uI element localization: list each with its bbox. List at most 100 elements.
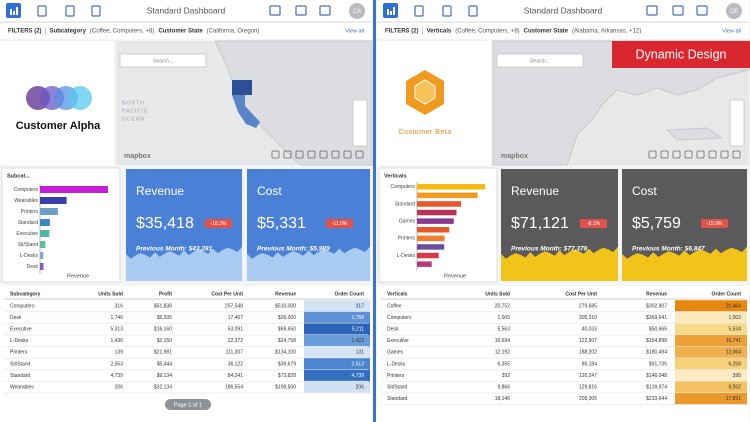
nav-icon[interactable] [414,5,424,17]
table-header: Order Count [335,291,365,297]
order-count-cell [304,311,370,324]
app-icon[interactable] [383,3,398,18]
logo-circle [68,86,92,110]
nav-icon[interactable] [65,5,75,17]
table-cell: 12,064 [726,350,742,356]
map-tool[interactable] [319,150,328,159]
map-tool[interactable] [660,150,669,159]
app-icon-bar [390,11,392,15]
table-cell: Printers [10,350,28,356]
map-label: OCEAN [122,116,145,122]
table-cell: 316 [115,303,124,309]
table-header: Units Sold [98,291,123,297]
table-cell: $91,735 [649,361,667,367]
table-cell: 209,305 [579,396,597,402]
kpi-value: $71,121 [511,215,569,232]
map-tool[interactable] [331,150,340,159]
table-cell: Games [387,350,404,356]
table-cell: $233,644 [646,396,667,402]
map-tool[interactable] [295,150,304,159]
kpi-previous: Previous Month: $5,989 [257,246,330,253]
bar-category-label: Executive [16,231,38,237]
table-cell: $5,335 [157,315,173,321]
toolbar-icon[interactable] [696,5,708,16]
view-all-link[interactable]: View all [345,28,364,34]
kpi-title: Cost [257,184,282,198]
map-tool[interactable] [672,150,681,159]
bar-category-label: Computers [391,184,416,190]
map-tool[interactable] [732,150,741,159]
table-cell: 5,313 [110,327,123,333]
map-zoom-controls[interactable] [729,99,745,147]
filter-name: Subcategory [50,29,87,35]
table-cell: Computers [387,315,412,321]
order-count-cell [675,358,747,370]
map-zoom-controls[interactable] [352,99,368,147]
logo-text: Customer Beta [398,129,451,136]
order-count-cell [304,369,370,382]
dashboard: Standard Dashboard CA FILTERS (2) Subcatego… [0,0,373,422]
view-all-link[interactable]: View all [722,28,741,34]
toolbar-icon[interactable] [672,5,684,16]
toolbar-icon[interactable] [269,5,281,16]
table-cell: $73,828 [278,373,296,379]
kpi-sparkline [126,246,242,281]
table-cell: 1,423 [351,338,364,344]
avatar[interactable] [349,3,365,19]
filters-label: FILTERS (2) [8,29,42,35]
map-tool[interactable] [720,150,729,159]
bar [40,252,44,259]
table-cell: $510,000 [275,303,296,309]
nav-icon[interactable] [37,5,47,17]
app-icon[interactable] [6,3,21,18]
filter-value: (Coffee, Computers, +8) [455,29,519,35]
pagination[interactable] [165,399,211,410]
kpi-previous: Previous Month: $43,281 [136,246,213,253]
table-cell: 131 [356,350,365,356]
map-region-oregon [232,80,252,95]
nav-icon[interactable] [91,5,101,17]
table-cell: 120,247 [579,373,597,379]
map-search[interactable] [496,53,584,68]
bar [417,184,485,190]
bar [417,244,445,250]
map-tool[interactable] [648,150,657,159]
table-cell: 395 [733,373,742,379]
nav-icon[interactable] [468,5,478,17]
table-cell: 206 [115,385,124,391]
map-search[interactable] [119,53,207,68]
table-cell: 9,866 [497,385,510,391]
map-tool[interactable] [271,150,280,159]
filter-bar [0,23,372,39]
table-cell: 206 [356,385,365,391]
avatar[interactable] [726,3,742,19]
map-tool[interactable] [283,150,292,159]
map-tool[interactable] [355,150,364,159]
bar [40,197,67,204]
bar [40,219,50,226]
toolbar-icon[interactable] [295,5,307,16]
kpi-change: -11.0% [332,221,348,227]
toolbar-icon[interactable] [646,5,658,16]
avatar-initials: CA [353,9,361,15]
map-tool[interactable] [684,150,693,159]
bar [40,208,58,215]
table-cell: Executive [10,327,32,333]
app-icon-bar [10,9,12,15]
table-cell: $24,758 [278,338,296,344]
map-tool[interactable] [708,150,717,159]
kpi-change: -8.1% [587,221,601,227]
toolbar-icon[interactable] [319,5,331,16]
table-cell: 12,192 [495,350,511,356]
nav-icon[interactable] [442,5,452,17]
order-count-cell [675,369,747,382]
filter-value: (California, Oregon) [207,29,260,35]
map-tool[interactable] [307,150,316,159]
bar-category-label: Games [399,218,416,224]
table-cell: 1,758 [351,315,364,321]
bar-category-label: Sit/Stand [18,242,39,248]
map-tool[interactable] [696,150,705,159]
kpi-title: Revenue [511,184,559,198]
map-search-placeholder: Search... [153,58,173,64]
map-tool[interactable] [343,150,352,159]
